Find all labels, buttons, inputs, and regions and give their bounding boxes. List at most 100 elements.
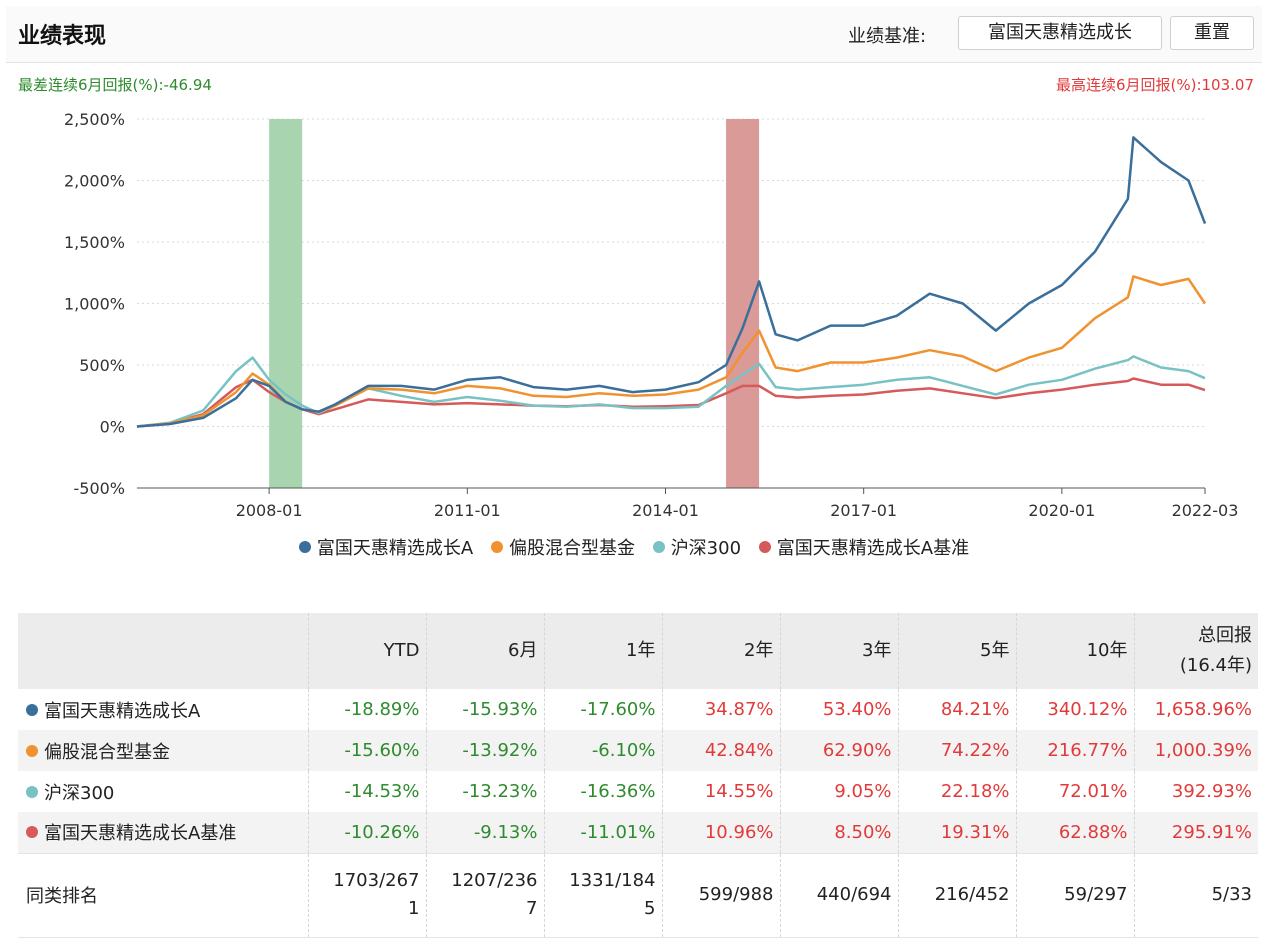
return-cell: 8.50% <box>780 812 899 853</box>
legend-label: 偏股混合型基金 <box>508 538 635 559</box>
return-cell: 1,000.39% <box>1154 740 1252 761</box>
performance-line-chart[interactable]: 2,500% 2,000% 1,500% 1,000% 500% 0% -500% 2008-… <box>6 100 1262 520</box>
row-name-cell[interactable]: 富国天惠精选成长A基准 <box>18 812 309 853</box>
y-tick-label: 500% <box>79 356 125 375</box>
legend-dot <box>490 541 503 553</box>
row-name-cell[interactable]: 富国天惠精选成长A <box>18 689 309 730</box>
legend-item-benchmark[interactable]: 富国天惠精选成长A基准 <box>758 534 970 560</box>
worst-period-band <box>269 119 303 488</box>
reset-button[interactable]: 重置 <box>1170 16 1254 50</box>
panel-title: 业绩表现 <box>18 24 107 49</box>
y-tick-label: 1,000% <box>64 295 125 314</box>
return-cell: -15.93% <box>426 689 545 730</box>
row-name-cell[interactable]: 沪深300 <box>18 771 309 812</box>
rank-cell: 216/452 <box>898 853 1017 937</box>
return-cell: -15.60% <box>308 730 427 771</box>
x-tick-label: 2014-01 <box>632 501 699 520</box>
series-dot <box>26 826 38 839</box>
benchmark-label: 业绩基准: <box>848 26 927 47</box>
rank-cell: 1331/184 5 <box>544 853 663 937</box>
return-cell: 392.93% <box>1171 781 1252 802</box>
legend-dot <box>298 541 311 553</box>
row-name: 沪深300 <box>44 782 115 804</box>
table-row: 富国天惠精选成长A基准 -10.26% -9.13% -11.01% 10.96% 8.5… <box>18 812 1258 853</box>
row-name: 富国天惠精选成长A基准 <box>44 823 237 845</box>
x-tick-label: 2020-01 <box>1028 501 1095 520</box>
return-cell: 295.91% <box>1171 821 1252 843</box>
table-header-cell: 6月 <box>426 613 545 689</box>
rank-cell: 5/33 <box>1211 884 1252 905</box>
table-header-cell: 1年 <box>544 613 663 689</box>
table-header-cell: 2年 <box>662 613 781 689</box>
legend-item-fund[interactable]: 富国天惠精选成长A <box>298 534 474 560</box>
panel-header: 业绩表现 业绩基准: 富国天惠精选成长 重置 <box>6 6 1262 63</box>
table-header-cell: 5年 <box>898 613 1017 689</box>
return-cell: 19.31% <box>898 812 1017 853</box>
table-header-cell <box>18 613 309 689</box>
row-name: 富国天惠精选成长A <box>44 700 201 722</box>
return-cell: 53.40% <box>780 689 899 730</box>
rank-label: 同类排名 <box>18 853 309 937</box>
return-cell: -17.60% <box>544 689 663 730</box>
rank-cell: 599/988 <box>662 853 781 937</box>
return-cell: 340.12% <box>1016 689 1135 730</box>
legend-label: 沪深300 <box>670 538 742 559</box>
row-name: 偏股混合型基金 <box>44 741 170 763</box>
table-row: 沪深300 -14.53% -13.23% -16.36% 14.55% 9.05% 22.… <box>18 771 1258 812</box>
return-cell: -14.53% <box>308 771 427 812</box>
legend-item-mixed[interactable]: 偏股混合型基金 <box>490 534 635 560</box>
x-tick-label: 2022-03 <box>1172 501 1239 520</box>
series-dot <box>26 785 38 798</box>
rank-row: 同类排名 1703/267 1 1207/236 7 1331/184 5 599/988 44… <box>18 853 1258 937</box>
legend-item-hs300[interactable]: 沪深300 <box>652 534 742 560</box>
total-return-label: 总回报 <box>1198 625 1252 646</box>
return-cell: 62.90% <box>780 730 899 771</box>
return-cell: -13.92% <box>426 730 545 771</box>
return-cell: 14.55% <box>662 771 781 812</box>
worst-6m-return: 最差连续6月回报(%):-46.94 <box>18 76 212 94</box>
x-tick-label: 2008-01 <box>236 501 303 520</box>
y-tick-label: 0% <box>100 418 125 437</box>
x-tick-label: 2011-01 <box>434 501 501 520</box>
return-cell: 62.88% <box>1016 812 1135 853</box>
rank-cell: 1207/236 7 <box>426 853 545 937</box>
return-cell: 1,658.96% <box>1154 699 1252 720</box>
legend-label: 富国天惠精选成长A <box>316 538 474 559</box>
return-cell: 74.22% <box>898 730 1017 771</box>
y-tick-label: 2,500% <box>64 110 125 129</box>
performance-table: YTD 6月 1年 2年 3年 5年 10年 总回报 (16.4年) 富国天惠精选… <box>18 613 1258 938</box>
return-cell: -10.26% <box>308 812 427 853</box>
return-cell: 22.18% <box>898 771 1017 812</box>
rank-cell: 59/297 <box>1016 853 1135 937</box>
return-cell: 216.77% <box>1016 730 1135 771</box>
return-cell: -6.10% <box>544 730 663 771</box>
total-return-period: (16.4年) <box>1179 655 1252 676</box>
return-cell: -18.89% <box>308 689 427 730</box>
rank-cell: 1703/267 1 <box>308 853 427 937</box>
series-dot <box>26 744 38 757</box>
best-period-band <box>726 119 760 488</box>
return-cell: 42.84% <box>662 730 781 771</box>
legend-dot <box>652 541 665 553</box>
x-tick-label: 2017-01 <box>830 501 897 520</box>
row-name-cell[interactable]: 偏股混合型基金 <box>18 730 309 771</box>
return-cell: -16.36% <box>544 771 663 812</box>
return-cell: 72.01% <box>1016 771 1135 812</box>
rank-cell: 440/694 <box>780 853 899 937</box>
table-header-row: YTD 6月 1年 2年 3年 5年 10年 总回报 (16.4年) <box>18 613 1258 689</box>
best-6m-return: 最高连续6月回报(%):103.07 <box>1055 76 1254 94</box>
table-header-cell: 3年 <box>780 613 899 689</box>
return-cell: 9.05% <box>780 771 899 812</box>
chart-legend: 富国天惠精选成长A 偏股混合型基金 沪深300 富国天惠精选成长A基准 <box>6 534 1262 560</box>
series-line-0 <box>136 136 1207 428</box>
table-row: 偏股混合型基金 -15.60% -13.92% -6.10% 42.84% 62.90% 7… <box>18 730 1258 771</box>
y-tick-label: 2,000% <box>64 172 125 191</box>
table-row: 富国天惠精选成长A -18.89% -15.93% -17.60% 34.87% 53.4… <box>18 689 1258 730</box>
table-header-cell: YTD <box>308 613 427 689</box>
legend-dot <box>758 541 771 553</box>
return-cell: -13.23% <box>426 771 545 812</box>
return-cell: -9.13% <box>426 812 545 853</box>
series-line-2 <box>136 355 1206 428</box>
legend-label: 富国天惠精选成长A基准 <box>776 538 970 559</box>
benchmark-select[interactable]: 富国天惠精选成长 <box>958 16 1162 50</box>
